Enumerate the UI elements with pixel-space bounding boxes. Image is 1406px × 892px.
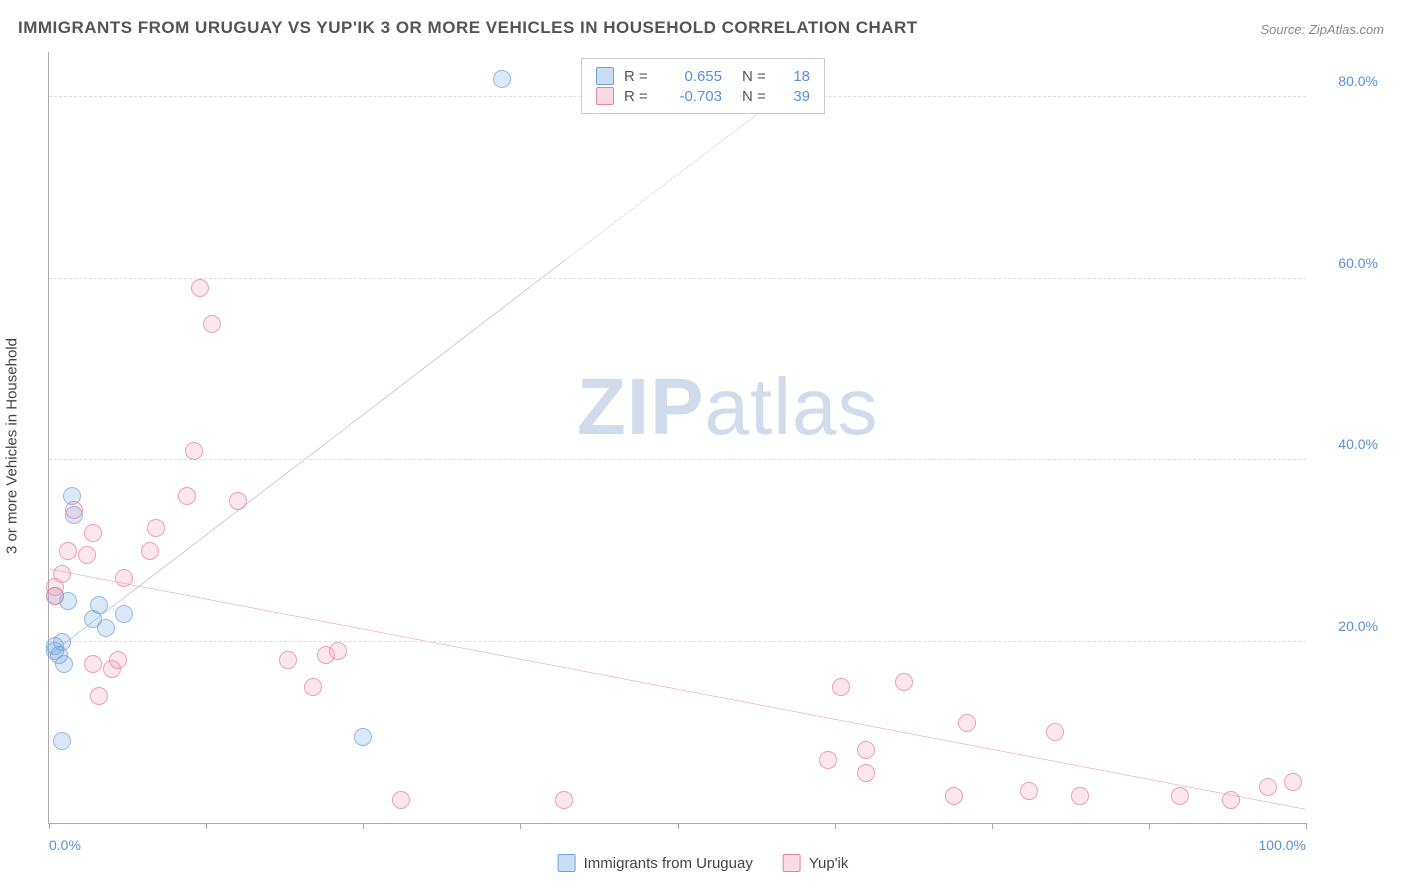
legend-n-label: N =: [742, 68, 770, 85]
scatter-point: [958, 714, 976, 732]
x-tick: [678, 823, 679, 829]
scatter-point: [191, 279, 209, 297]
legend-r-label: R =: [624, 68, 652, 85]
legend-swatch: [596, 87, 614, 105]
scatter-point: [1259, 778, 1277, 796]
scatter-point: [279, 651, 297, 669]
legend-row: R = 0.655 N = 18: [596, 67, 810, 85]
scatter-point: [1171, 787, 1189, 805]
x-tick: [835, 823, 836, 829]
gridline: [49, 641, 1306, 642]
gridline: [49, 459, 1306, 460]
scatter-point: [109, 651, 127, 669]
scatter-point: [229, 492, 247, 510]
scatter-point: [1020, 782, 1038, 800]
scatter-point: [55, 655, 73, 673]
scatter-point: [832, 678, 850, 696]
x-tick: [363, 823, 364, 829]
scatter-point: [1071, 787, 1089, 805]
scatter-point: [84, 655, 102, 673]
scatter-point: [115, 605, 133, 623]
scatter-point: [185, 442, 203, 460]
source-attribution: Source: ZipAtlas.com: [1260, 22, 1384, 37]
scatter-point: [493, 70, 511, 88]
gridline: [49, 278, 1306, 279]
trend-line: [49, 569, 1306, 809]
legend-label-uruguay: Immigrants from Uruguay: [584, 855, 753, 872]
y-tick-label: 60.0%: [1338, 255, 1378, 271]
scatter-point: [84, 524, 102, 542]
y-tick-label: 20.0%: [1338, 618, 1378, 634]
scatter-point: [819, 751, 837, 769]
scatter-point: [203, 315, 221, 333]
legend-label-yupik: Yup'ik: [809, 855, 849, 872]
y-axis-label: 3 or more Vehicles in Household: [4, 338, 21, 554]
x-tick: [992, 823, 993, 829]
scatter-point: [857, 764, 875, 782]
legend-r-value: -0.703: [662, 88, 722, 105]
legend-n-label: N =: [742, 88, 770, 105]
scatter-point: [78, 546, 96, 564]
scatter-point: [178, 487, 196, 505]
x-tick: [49, 823, 50, 829]
chart-title: IMMIGRANTS FROM URUGUAY VS YUP'IK 3 OR M…: [18, 18, 918, 38]
swatch-pink: [783, 854, 801, 872]
trend-line: [49, 261, 564, 656]
scatter-point: [90, 596, 108, 614]
x-tick-label: 100.0%: [1259, 837, 1306, 853]
scatter-point: [53, 732, 71, 750]
scatter-point: [555, 791, 573, 809]
scatter-point: [1284, 773, 1302, 791]
scatter-point: [46, 587, 64, 605]
scatter-point: [329, 642, 347, 660]
scatter-point: [945, 787, 963, 805]
scatter-point: [895, 673, 913, 691]
swatch-blue: [558, 854, 576, 872]
legend-swatch: [596, 67, 614, 85]
scatter-point: [354, 728, 372, 746]
x-tick: [1306, 823, 1307, 829]
scatter-point: [53, 565, 71, 583]
scatter-point: [65, 501, 83, 519]
chart-plot-area: ZIPatlas 20.0%40.0%60.0%80.0%0.0%100.0%: [48, 52, 1306, 824]
scatter-point: [392, 791, 410, 809]
x-tick: [1149, 823, 1150, 829]
scatter-point: [1222, 791, 1240, 809]
scatter-point: [304, 678, 322, 696]
correlation-legend: R = 0.655 N = 18 R = -0.703 N = 39: [581, 58, 825, 114]
scatter-point: [857, 741, 875, 759]
scatter-point: [1046, 723, 1064, 741]
legend-r-value: 0.655: [662, 68, 722, 85]
scatter-point: [141, 542, 159, 560]
scatter-point: [59, 542, 77, 560]
scatter-point: [90, 687, 108, 705]
y-tick-label: 80.0%: [1338, 73, 1378, 89]
trend-lines-layer: [49, 52, 1306, 823]
scatter-point: [115, 569, 133, 587]
series-legend: Immigrants from Uruguay Yup'ik: [558, 854, 849, 872]
x-tick: [520, 823, 521, 829]
x-tick-label: 0.0%: [49, 837, 81, 853]
legend-item-yupik: Yup'ik: [783, 854, 849, 872]
legend-n-value: 39: [780, 88, 810, 105]
legend-row: R = -0.703 N = 39: [596, 87, 810, 105]
x-tick: [206, 823, 207, 829]
scatter-point: [147, 519, 165, 537]
legend-r-label: R =: [624, 88, 652, 105]
y-tick-label: 40.0%: [1338, 436, 1378, 452]
legend-n-value: 18: [780, 68, 810, 85]
legend-item-uruguay: Immigrants from Uruguay: [558, 854, 753, 872]
scatter-point: [97, 619, 115, 637]
